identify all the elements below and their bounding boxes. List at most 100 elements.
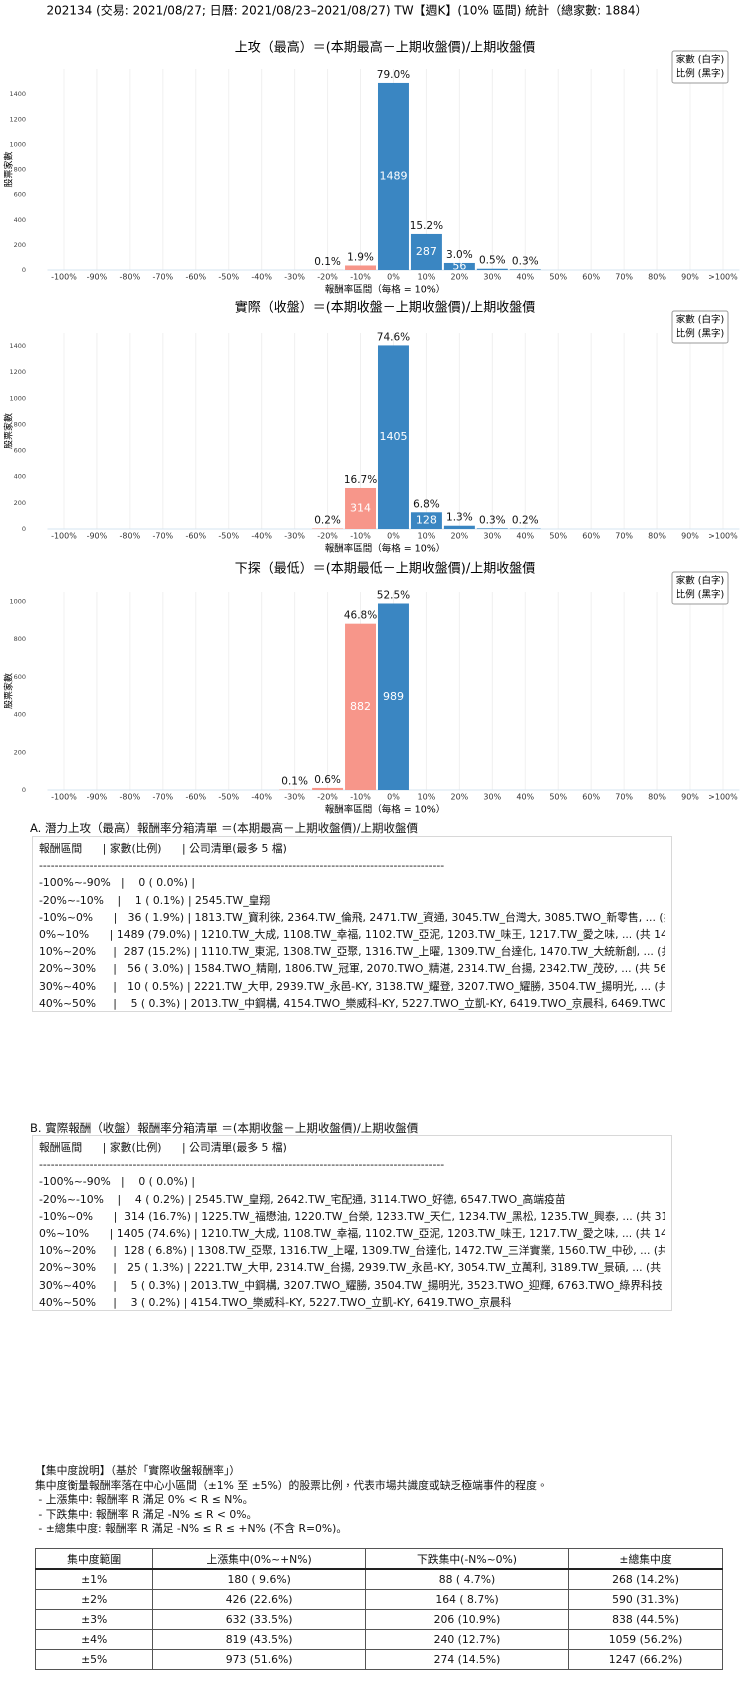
count-label: 882 [350, 700, 371, 713]
y-tick-label: 0 [22, 786, 26, 794]
bar [345, 487, 377, 529]
x-tick-label: 40% [516, 793, 534, 802]
legend-text: 比例 (黑字) [676, 589, 724, 601]
table-header-cell: ±總集中度 [568, 1548, 723, 1570]
x-tick-label: 20% [450, 793, 468, 802]
x-tick-label: 40% [516, 532, 534, 541]
table-cell: 973 (51.6%) [152, 1649, 366, 1670]
y-tick-label: 400 [14, 473, 26, 481]
x-tick-label: -80% [120, 793, 141, 802]
list-line: 0%~10% | 1489 (79.0%) | 1210.TW_大成, 1108… [39, 928, 665, 942]
legend-text: 家數 (白字) [676, 54, 724, 66]
x-tick-label: -70% [152, 532, 173, 541]
y-axis-label: 股票家數 [3, 673, 15, 709]
y-tick-label: 800 [14, 420, 26, 428]
list-line: -20%~-10% | 1 ( 0.1%) | 2545.TW_皇翔 [39, 893, 271, 907]
x-tick-label: >100% [708, 273, 738, 282]
x-tick-label: 60% [582, 532, 600, 541]
list-line: 10%~20% | 128 ( 6.8%) | 1308.TW_亞聚, 1316… [39, 1244, 665, 1258]
table-row: ±3% 632 (33.5%) 206 (10.9%) 838 (44.5%) [34, 1609, 723, 1630]
x-tick-label: -80% [120, 273, 141, 282]
page-title: 202134 (交易: 2021/08/27; 日曆: 2021/08/23–2… [47, 3, 648, 18]
list-line: 30%~40% | 10 ( 0.5%) | 2221.TW_大甲, 2939.… [39, 979, 665, 993]
explanation: 【集中度說明】（基於「實際收盤報酬率」） 集中度衡量報酬率落在中心小區間（±1% … [35, 1464, 548, 1537]
x-tick-label: 10% [418, 532, 436, 541]
y-tick-label: 1200 [9, 115, 26, 123]
x-tick-label: -20% [317, 273, 338, 282]
percent-label: 0.5% [479, 255, 506, 267]
x-tick-label: -20% [317, 793, 338, 802]
table-cell: 819 (43.5%) [152, 1629, 366, 1650]
x-tick-label: 60% [582, 793, 600, 802]
explanation-line: - ±總集中度: 報酬率 R 滿足 -N% ≤ R ≤ +N% (不含 R=0%… [35, 1522, 348, 1536]
explanation-line: - 上漲集中: 報酬率 R 滿足 0% < R ≤ N%。 [35, 1493, 254, 1507]
x-tick-label: 90% [681, 793, 699, 802]
x-tick-label: 20% [450, 532, 468, 541]
table-cell: 590 (31.3%) [568, 1589, 723, 1610]
list-line: ----------------------------------------… [39, 1158, 445, 1172]
y-tick-label: 0 [22, 266, 26, 274]
table-header: 集中度範圍 上漲集中(0%~+N%) 下跌集中(-N%~0%) ±總集中度 [34, 1548, 723, 1570]
table-header-cell: 集中度範圍 [34, 1548, 154, 1570]
list-line: -100%~-90% | 0 ( 0.0%) | [39, 1175, 196, 1189]
x-tick-label: 30% [483, 532, 501, 541]
x-tick-label: >100% [708, 532, 738, 541]
bar [443, 262, 475, 270]
table-cell: 1059 (56.2%) [568, 1629, 723, 1650]
legend-text: 比例 (黑字) [676, 328, 724, 340]
x-tick-label: -40% [251, 273, 272, 282]
percent-label: 0.3% [512, 255, 539, 267]
table-header-cell: 下跌集中(-N%~0%) [364, 1548, 570, 1570]
table-cell: ±1% [34, 1568, 154, 1590]
x-tick-label: -100% [51, 532, 77, 541]
percent-label: 0.2% [314, 514, 341, 526]
list-line: 0%~10% | 1405 (74.6%) | 1210.TW_大成, 1108… [39, 1227, 665, 1241]
concentration-table: 集中度範圍 上漲集中(0%~+N%) 下跌集中(-N%~0%) ±總集中度 ±1% 18… [34, 1548, 723, 1670]
bar [476, 528, 508, 529]
x-tick-label: 90% [681, 532, 699, 541]
table-cell: 426 (22.6%) [152, 1589, 366, 1610]
x-tick-label: 10% [418, 273, 436, 282]
x-tick-label: -50% [218, 273, 239, 282]
percent-label: 0.6% [314, 774, 341, 786]
chart-title: 上攻（最高）＝(本期最高－上期收盤價)/上期收盤價 [235, 40, 536, 56]
percent-label: 74.6% [377, 331, 410, 343]
percent-label: 46.8% [344, 610, 377, 622]
table-cell: 180 ( 9.6%) [152, 1568, 366, 1590]
y-tick-label: 800 [14, 166, 26, 174]
explanation-line: 【集中度說明】（基於「實際收盤報酬率」） [35, 1464, 241, 1477]
legend-text: 家數 (白字) [676, 314, 724, 326]
bar [312, 787, 344, 790]
y-tick-label: 400 [14, 711, 26, 719]
x-tick-label: 80% [648, 532, 666, 541]
x-axis-label: 報酬率區間（每格 = 10%） [325, 284, 446, 296]
x-tick-label: -30% [284, 273, 305, 282]
x-tick-label: -10% [350, 532, 371, 541]
percent-label: 1.3% [446, 512, 473, 524]
table-row: ±4% 819 (43.5%) 240 (12.7%) 1059 (56.2%) [34, 1629, 723, 1650]
y-tick-label: 600 [14, 673, 26, 681]
table-cell: 206 (10.9%) [364, 1609, 570, 1630]
x-tick-label: 80% [648, 273, 666, 282]
y-tick-label: 1000 [9, 140, 26, 148]
x-tick-label: 0% [387, 793, 400, 802]
explanation-line: - 下跌集中: 報酬率 R 滿足 -N% ≤ R < 0%。 [35, 1507, 258, 1521]
x-tick-label: -30% [284, 532, 305, 541]
y-tick-label: 400 [14, 216, 26, 224]
x-tick-label: -50% [218, 793, 239, 802]
section-a-heading: A. 潛力上攻（最高）報酬率分箱清單 ＝(本期最高－上期收盤價)/上期收盤價 [30, 821, 418, 835]
count-label: 287 [416, 245, 437, 258]
explanation-line: 集中度衡量報酬率落在中心小區間（±1% 至 ±5%）的股票比例，代表市場共識度或… [35, 1478, 548, 1492]
x-tick-label: 0% [387, 532, 400, 541]
percent-label: 15.2% [410, 220, 443, 232]
percent-label: 0.1% [314, 256, 341, 268]
list-line: 20%~30% | 56 ( 3.0%) | 1584.TWO_精剛, 1806… [39, 962, 665, 976]
y-tick-label: 200 [14, 241, 26, 249]
x-axis-label: 報酬率區間（每格 = 10%） [325, 543, 446, 555]
list-line: -10%~0% | 314 (16.7%) | 1225.TW_福懋油, 122… [39, 1209, 665, 1223]
x-tick-label: -100% [51, 273, 77, 282]
x-tick-label: -70% [152, 793, 173, 802]
table-row: ±1% 180 ( 9.6%) 88 ( 4.7%) 268 (14.2%) [34, 1568, 723, 1590]
percent-label: 16.7% [344, 474, 377, 486]
